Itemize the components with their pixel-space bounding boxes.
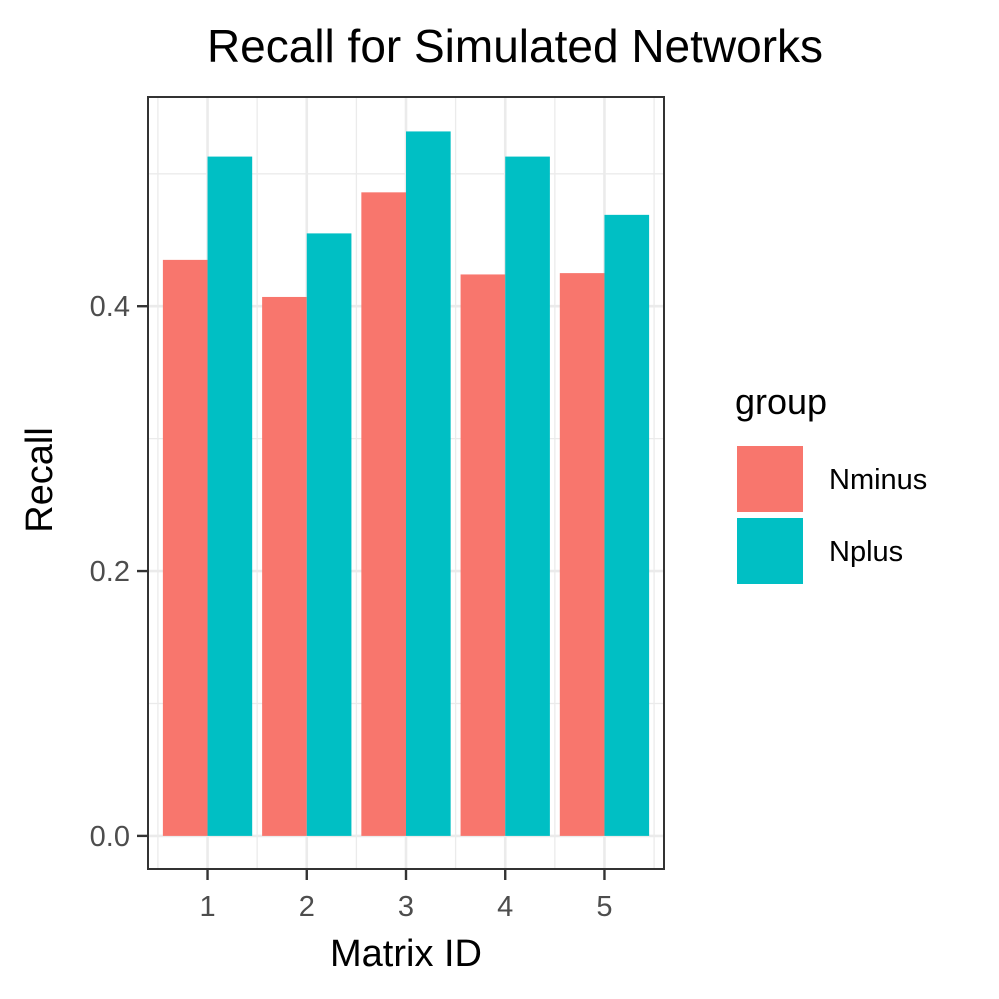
y-tick-label: 0.2 bbox=[90, 556, 130, 588]
x-tick-label: 3 bbox=[398, 891, 414, 923]
bar-nminus-5 bbox=[559, 273, 605, 836]
legend-title: group bbox=[735, 381, 827, 422]
bar-nminus-3 bbox=[361, 192, 406, 836]
y-tick-label: 0.4 bbox=[90, 291, 130, 323]
bar-nplus-1 bbox=[207, 156, 253, 836]
bar-nplus-2 bbox=[306, 233, 352, 836]
legend-key-nminus bbox=[737, 446, 803, 512]
bar-nplus-3 bbox=[406, 131, 451, 836]
x-tick-label: 4 bbox=[497, 891, 513, 923]
legend-key-nplus bbox=[737, 518, 803, 584]
bars bbox=[162, 131, 650, 836]
y-axis-title: Recall bbox=[19, 427, 61, 533]
x-tick-label: 2 bbox=[299, 891, 315, 923]
bar-nminus-2 bbox=[262, 296, 307, 836]
bar-nminus-1 bbox=[162, 259, 208, 836]
bar-nminus-4 bbox=[460, 274, 506, 836]
bar-nplus-5 bbox=[604, 214, 650, 836]
chart-title: Recall for Simulated Networks bbox=[207, 20, 823, 72]
x-tick-label: 5 bbox=[596, 891, 612, 923]
x-tick-label: 1 bbox=[199, 891, 215, 923]
legend-label-nminus: Nminus bbox=[829, 464, 927, 496]
y-tick-label: 0.0 bbox=[90, 821, 130, 853]
x-axis-title: Matrix ID bbox=[330, 933, 482, 975]
axes: 0.0 0.2 0.4 1 2 3 4 5 bbox=[90, 96, 665, 923]
legend: group Nminus Nplus bbox=[735, 381, 927, 584]
legend-label-nplus: Nplus bbox=[829, 536, 903, 568]
bar-nplus-4 bbox=[505, 156, 550, 836]
